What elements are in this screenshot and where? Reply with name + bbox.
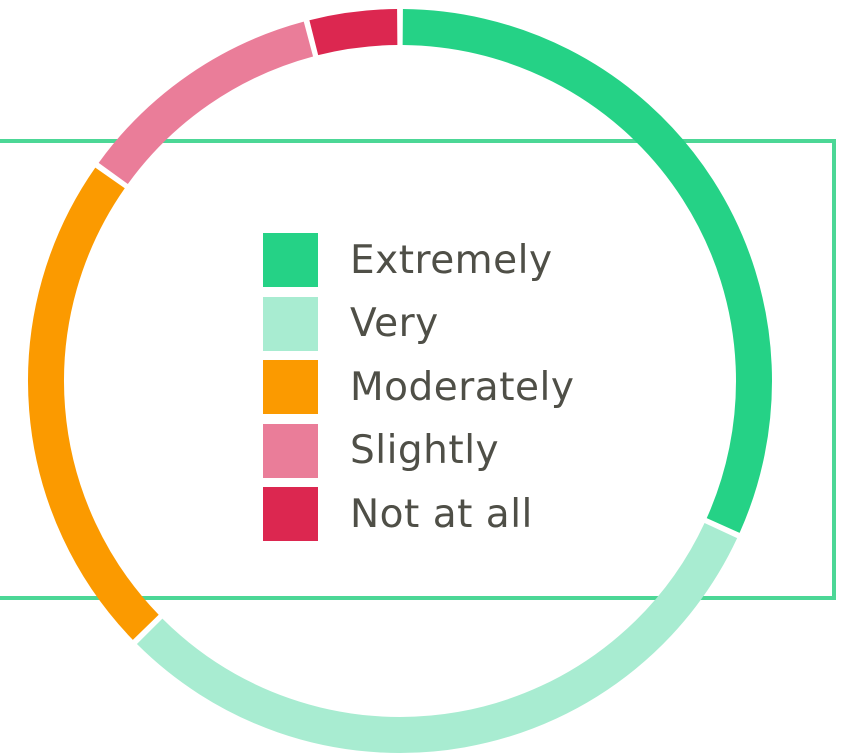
legend-label-very: Very bbox=[350, 301, 439, 346]
legend-swatch-moderately bbox=[263, 360, 318, 414]
legend-swatch-extremely bbox=[263, 233, 318, 287]
legend-item-slightly: Slightly bbox=[263, 423, 643, 478]
legend: Extremely Very Moderately Slightly Not a… bbox=[263, 233, 643, 551]
legend-item-moderately: Moderately bbox=[263, 360, 643, 414]
legend-label-not-at-all: Not at all bbox=[350, 491, 533, 537]
legend-label-slightly: Slightly bbox=[350, 428, 500, 473]
donut-slice-extremely bbox=[402, 9, 772, 533]
legend-item-extremely: Extremely bbox=[263, 233, 643, 287]
donut-slice-not-at-all bbox=[309, 9, 398, 56]
donut-slice-slightly bbox=[98, 21, 314, 185]
legend-swatch-very bbox=[263, 296, 318, 351]
legend-swatch-slightly bbox=[263, 423, 318, 478]
legend-label-moderately: Moderately bbox=[350, 364, 575, 410]
legend-swatch-not-at-all bbox=[263, 487, 318, 541]
legend-item-not-at-all: Not at all bbox=[263, 487, 643, 541]
donut-slice-very bbox=[136, 522, 738, 753]
legend-label-extremely: Extremely bbox=[350, 237, 553, 283]
donut-slice-moderately bbox=[28, 167, 159, 640]
frame-box bbox=[0, 139, 836, 600]
legend-item-very: Very bbox=[263, 296, 643, 351]
